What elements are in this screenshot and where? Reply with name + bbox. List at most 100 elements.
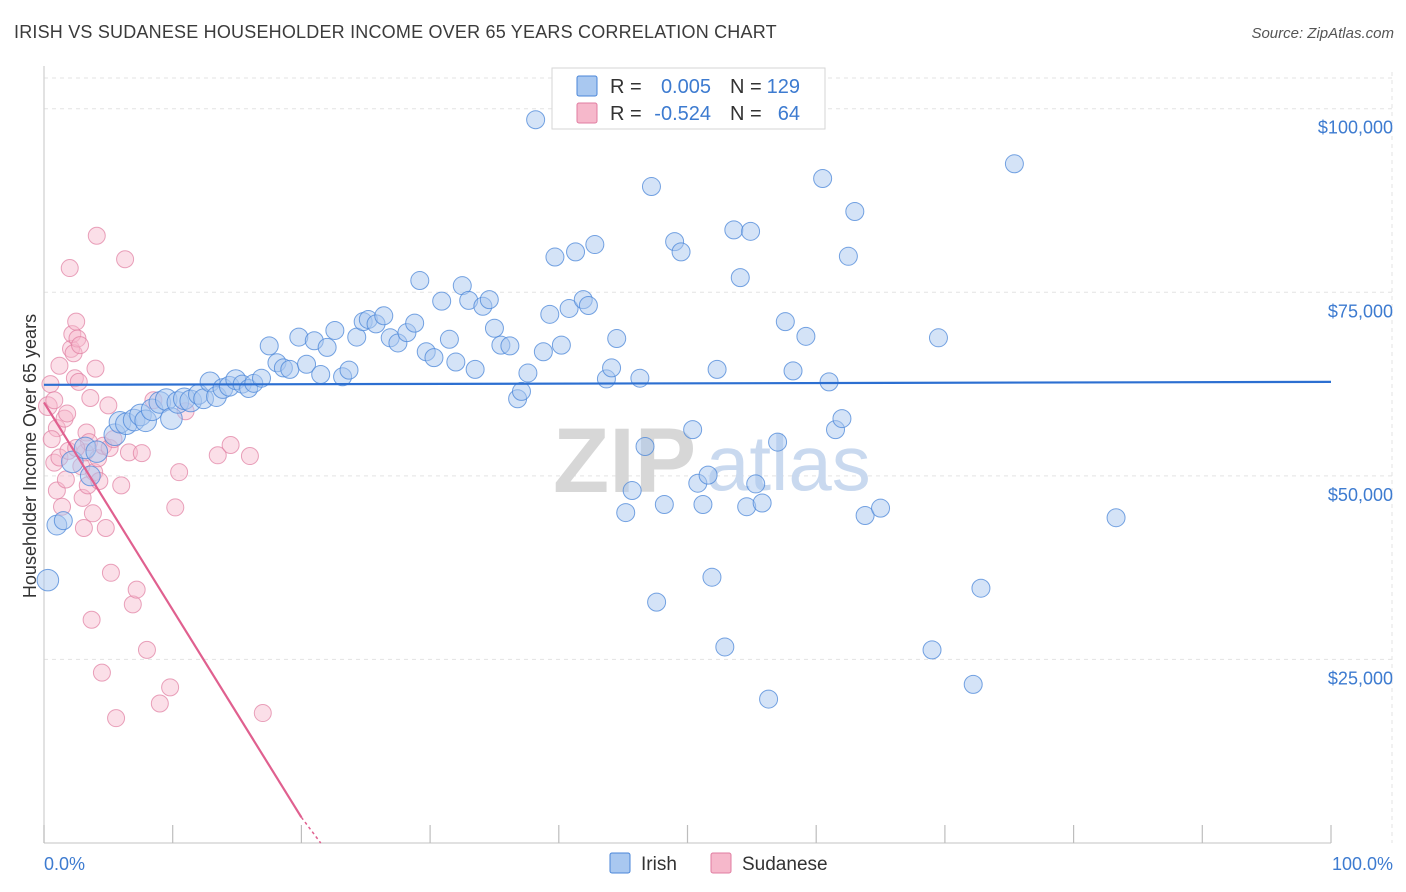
sudanese-legend-swatch: [576, 102, 598, 124]
irish-point: [671, 242, 691, 262]
sudanese-point: [83, 504, 102, 523]
sudanese-trend-extension: [300, 816, 322, 844]
irish-point: [585, 235, 605, 255]
irish-point: [602, 358, 622, 378]
irish-point: [647, 592, 667, 612]
y-tick-label: $75,000: [1328, 301, 1393, 321]
sudanese-point: [123, 595, 142, 614]
irish-points: [36, 110, 1126, 709]
irish-point: [259, 336, 279, 356]
sudanese-point: [132, 444, 151, 463]
irish-point: [289, 327, 309, 347]
irish-point: [424, 348, 444, 368]
irish-trend-line: [43, 380, 1332, 386]
sudanese-point: [56, 470, 75, 489]
sudanese-points: [38, 226, 272, 728]
sudanese-point: [81, 389, 100, 408]
irish-point: [578, 296, 598, 316]
irish-point: [405, 313, 425, 333]
irish-point: [432, 291, 452, 311]
irish-point: [746, 474, 766, 494]
irish-point: [693, 494, 713, 514]
irish-series-swatch: [609, 852, 631, 874]
trend-lines: [43, 380, 1332, 844]
sudanese-point: [47, 419, 66, 438]
sudanese-series-label: Sudanese: [742, 854, 828, 875]
sudanese-point: [221, 436, 240, 455]
irish-point: [446, 352, 466, 372]
series-legend: Irish Sudanese: [609, 852, 828, 875]
irish-point: [518, 363, 538, 383]
irish-point: [439, 329, 459, 349]
irish-point: [832, 409, 852, 429]
irish-point: [311, 365, 331, 385]
irish-point: [526, 110, 546, 130]
sudanese-point: [116, 250, 135, 269]
watermark-atlas: atlas: [706, 419, 871, 507]
sudanese-point: [99, 396, 118, 415]
irish-point: [928, 328, 948, 348]
irish-point: [737, 497, 757, 517]
irish-point: [635, 436, 655, 456]
irish-point: [484, 318, 504, 338]
irish-point: [813, 168, 833, 188]
irish-point: [775, 312, 795, 332]
irish-point: [566, 242, 586, 262]
sudanese-n-value: 64: [778, 103, 800, 125]
sudanese-point: [208, 446, 227, 465]
irish-point: [641, 177, 661, 197]
irish-point: [374, 306, 394, 326]
chart-source: Source: ZipAtlas.com: [1251, 25, 1394, 42]
irish-point: [607, 329, 627, 349]
sudanese-r-value: -0.524: [654, 103, 711, 125]
irish-point: [1106, 508, 1126, 528]
sudanese-point: [45, 391, 64, 410]
irish-n-value: 129: [767, 76, 800, 98]
irish-point: [971, 578, 991, 598]
grid-lines: [44, 72, 1393, 843]
irish-point: [768, 432, 788, 452]
sudanese-point: [55, 409, 74, 428]
irish-point: [855, 506, 875, 526]
irish-point: [410, 271, 430, 291]
irish-point: [963, 674, 983, 694]
sudanese-point: [82, 610, 101, 629]
irish-point: [559, 298, 579, 318]
irish-point: [922, 640, 942, 660]
irish-point: [871, 498, 891, 518]
irish-point: [339, 360, 359, 380]
sudanese-point: [107, 709, 126, 728]
irish-point: [545, 247, 565, 267]
irish-point: [551, 335, 571, 355]
x-tick-label-max: 100.0%: [1332, 854, 1393, 874]
sudanese-point: [166, 498, 185, 517]
sudanese-point: [86, 359, 105, 378]
y-axis-label: Householder Income Over 65 years: [20, 314, 40, 598]
sudanese-point: [58, 404, 77, 423]
sudanese-point: [92, 663, 111, 682]
y-tick-labels: $25,000 $50,000 $75,000 $100,000: [1318, 118, 1393, 689]
irish-n-label: N =: [730, 76, 762, 98]
sudanese-point: [71, 336, 90, 355]
sudanese-point: [240, 447, 259, 466]
irish-point: [752, 493, 772, 513]
irish-point: [317, 337, 337, 357]
irish-point: [465, 359, 485, 379]
x-tick-labels: 0.0% 100.0%: [44, 854, 1393, 874]
irish-point: [741, 221, 761, 241]
irish-legend-swatch: [576, 75, 598, 97]
irish-point: [540, 304, 560, 324]
sudanese-point: [96, 518, 115, 537]
sudanese-point: [101, 563, 120, 582]
sudanese-point: [112, 476, 131, 495]
sudanese-point: [87, 226, 106, 245]
sudanese-point: [42, 430, 61, 449]
irish-point: [698, 465, 718, 485]
sudanese-point: [127, 580, 146, 599]
irish-point: [297, 354, 317, 374]
sudanese-point: [170, 463, 189, 482]
irish-point: [819, 372, 839, 392]
irish-point: [500, 336, 520, 356]
irish-point: [783, 361, 803, 381]
